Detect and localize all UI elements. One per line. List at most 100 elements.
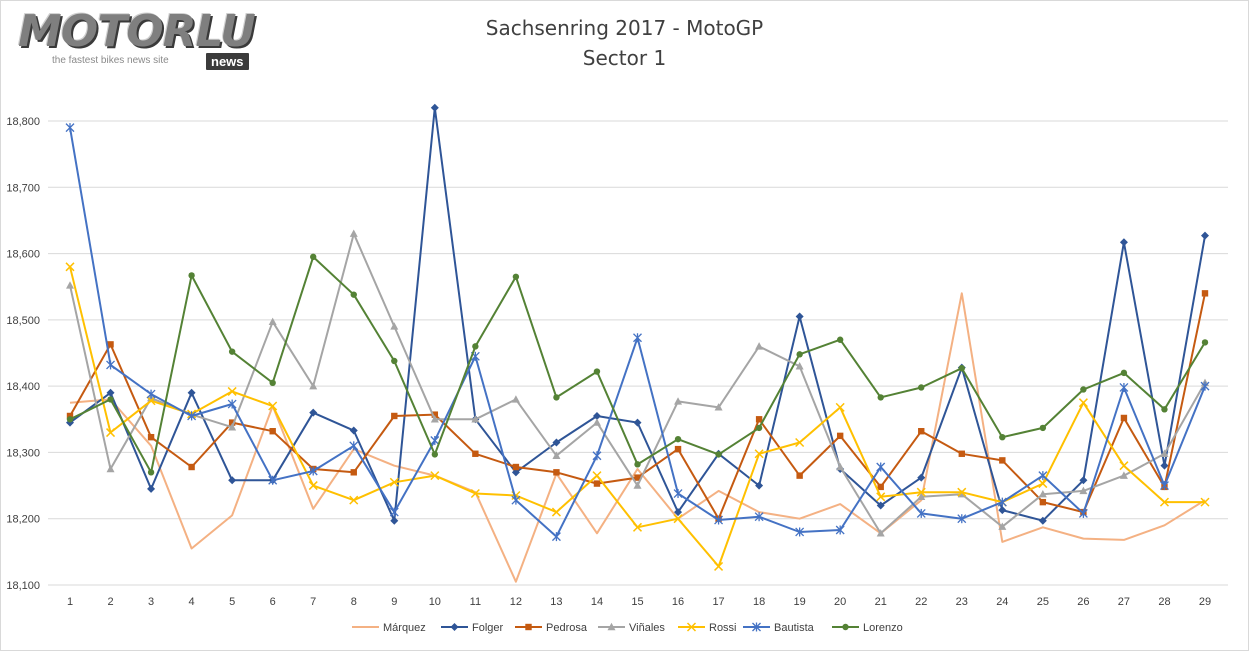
data-point	[391, 357, 398, 365]
y-tick-label: 18,600	[6, 249, 40, 261]
data-point	[228, 348, 236, 355]
series-rossi	[65, 262, 1210, 571]
data-point	[755, 416, 763, 423]
data-point	[430, 435, 440, 445]
legend-label: Viñales	[629, 622, 665, 634]
data-point	[512, 463, 520, 471]
data-point	[391, 412, 398, 420]
data-point	[431, 411, 439, 418]
legend-label: Folger	[472, 622, 504, 634]
data-point	[673, 514, 683, 524]
data-point	[957, 489, 966, 498]
data-point	[309, 381, 318, 390]
data-point	[146, 396, 156, 406]
y-tick-label: 18,100	[6, 580, 40, 592]
data-point	[715, 451, 722, 458]
legend-item: Rossi	[678, 622, 737, 634]
data-point	[1120, 414, 1128, 422]
x-tick-label: 12	[510, 596, 522, 608]
series-lines	[65, 103, 1210, 583]
data-point	[106, 360, 115, 370]
legend-item: Lorenzo	[832, 622, 903, 634]
data-point	[998, 506, 1007, 515]
data-point	[1119, 382, 1129, 392]
data-point	[835, 402, 845, 412]
data-point	[431, 451, 439, 458]
series-line	[69, 106, 1206, 522]
data-point	[228, 423, 237, 431]
x-tick-label: 9	[391, 596, 397, 608]
data-point	[796, 472, 803, 479]
data-point	[835, 525, 845, 535]
data-point	[714, 515, 724, 525]
data-point	[350, 291, 357, 298]
axis-labels: 18,100 18,200 18,300 18,400 18,500 18,600 18,7…	[6, 116, 1211, 608]
data-point	[607, 622, 616, 631]
data-point	[350, 469, 357, 476]
data-point	[511, 395, 520, 403]
x-tick-label: 2	[107, 596, 113, 608]
data-point	[592, 411, 601, 420]
data-point	[1120, 369, 1128, 377]
x-tick-label: 5	[229, 596, 235, 608]
x-tick-label: 11	[470, 596, 481, 608]
data-point	[674, 508, 683, 517]
data-point	[389, 477, 399, 487]
logo-badge: news	[206, 53, 249, 70]
data-point	[269, 428, 276, 435]
data-point	[349, 229, 358, 237]
data-point	[916, 508, 926, 518]
data-point	[593, 368, 601, 375]
data-point	[188, 272, 195, 279]
data-point	[66, 412, 74, 420]
data-point	[107, 341, 114, 348]
data-point	[349, 441, 359, 451]
motorlu-logo: MOTORLU the fastest bikes news site news	[18, 8, 258, 70]
data-point	[349, 426, 358, 435]
data-point	[228, 419, 236, 426]
data-point	[1038, 489, 1047, 498]
data-point	[147, 484, 156, 493]
data-point	[1161, 406, 1168, 413]
data-point	[592, 418, 601, 426]
data-point	[228, 476, 237, 485]
x-tick-label: 29	[1199, 596, 1211, 608]
data-point	[836, 432, 844, 440]
data-point	[390, 516, 399, 525]
data-point	[66, 416, 74, 423]
data-point	[877, 394, 884, 401]
data-point	[1160, 461, 1169, 470]
x-tick-label: 22	[915, 596, 927, 608]
y-tick-label: 18,500	[6, 315, 40, 327]
legend-item: Márquez	[352, 622, 426, 634]
data-point	[918, 428, 925, 435]
data-point	[390, 322, 399, 330]
data-point	[66, 281, 74, 289]
data-point	[309, 408, 318, 417]
data-point	[795, 312, 804, 321]
data-point	[917, 492, 926, 501]
data-point	[1078, 508, 1088, 518]
x-tick-label: 3	[148, 596, 154, 608]
data-point	[1079, 486, 1088, 495]
data-point	[958, 365, 965, 372]
data-point	[877, 483, 884, 491]
data-point	[876, 492, 886, 502]
data-point	[1080, 386, 1087, 393]
data-point	[187, 388, 196, 397]
data-point	[1038, 471, 1048, 481]
data-point	[674, 435, 682, 443]
data-point	[430, 471, 440, 481]
data-point	[634, 474, 641, 481]
data-point	[107, 396, 114, 403]
x-tick-label: 14	[591, 596, 603, 608]
data-point	[512, 273, 520, 280]
data-point	[188, 463, 195, 471]
data-point	[106, 428, 116, 438]
data-point	[525, 623, 532, 631]
data-point	[755, 342, 764, 350]
data-point	[1039, 424, 1047, 432]
data-point	[268, 317, 277, 326]
